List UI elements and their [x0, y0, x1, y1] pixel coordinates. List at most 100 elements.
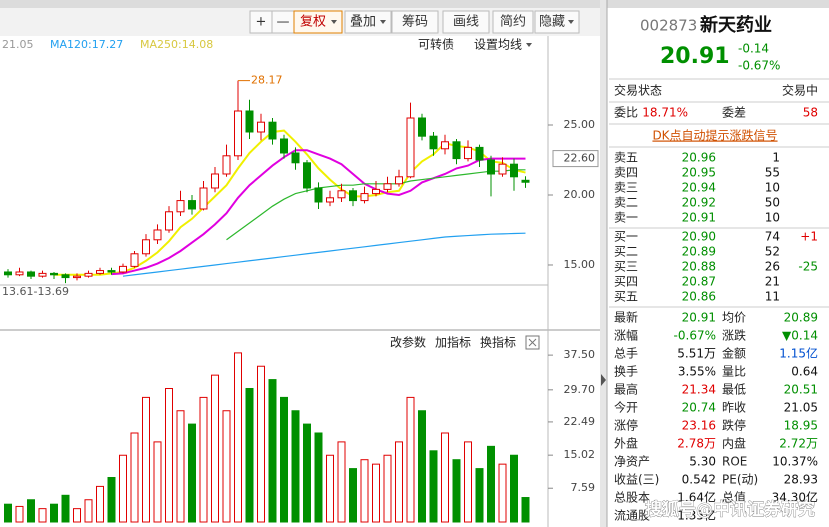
- stat-label: 最新: [614, 310, 638, 325]
- volume-bar: [395, 441, 403, 523]
- y-tick-label: 37.50: [564, 348, 596, 361]
- book-volume: 1: [772, 151, 780, 165]
- volume-bar: [38, 508, 47, 523]
- candle-body: [395, 176, 403, 185]
- volume-bar: [165, 387, 173, 523]
- ratio-label: 委比: [614, 106, 638, 120]
- volume-bar: [234, 352, 242, 523]
- toolbar-button[interactable]: [293, 10, 343, 34]
- book-volume: 74: [765, 230, 780, 244]
- stat-value: 1.15亿: [779, 346, 818, 361]
- volume-bar: [199, 396, 208, 523]
- close-x: [528, 338, 537, 347]
- ma-line: [226, 169, 526, 241]
- chart-tool[interactable]: 改参数: [390, 335, 426, 350]
- book-volume: 10: [765, 181, 780, 195]
- book-price: 20.86: [682, 290, 716, 304]
- chart-tool[interactable]: 加指标: [435, 335, 471, 350]
- stat-label: 流通股: [614, 509, 650, 523]
- toolbar-button[interactable]: [391, 10, 439, 34]
- candle-body: [84, 272, 93, 277]
- candle-body: [280, 138, 288, 154]
- candle-body: [96, 270, 104, 274]
- volume-bar: [257, 365, 265, 523]
- book-volume: 21: [765, 275, 780, 289]
- stat-value: -0.67%: [674, 329, 716, 343]
- book-change: -25: [798, 260, 818, 274]
- volume-bar: [176, 410, 185, 523]
- book-price: 20.92: [682, 196, 716, 210]
- candle-body: [464, 146, 472, 160]
- chart-tool[interactable]: 换指标: [480, 335, 516, 350]
- candle-body: [107, 270, 116, 273]
- candle-body: [50, 272, 58, 276]
- toolbar-label: 复权: [300, 14, 326, 30]
- stat-value: 1.64亿: [677, 490, 716, 505]
- candle-body: [349, 190, 357, 202]
- stat-label: 最高: [614, 382, 638, 397]
- volume-bar: [349, 468, 357, 523]
- toolbar-button[interactable]: [442, 10, 490, 34]
- y-tick-label: 22.49: [564, 415, 596, 428]
- book-label: 卖四: [614, 166, 638, 180]
- toolbar-label: 简约: [500, 14, 526, 30]
- volume-bar: [498, 463, 507, 523]
- dropdown-arrow: [331, 20, 337, 24]
- close-box[interactable]: [525, 335, 540, 350]
- volume-bar: [15, 505, 24, 523]
- diff-label: 委差: [722, 106, 746, 120]
- ma-legend: 21.05: [2, 38, 34, 51]
- toolbar-label: 筹码: [402, 14, 428, 30]
- y-tick-label: 20.00: [564, 188, 596, 201]
- toolbar-button[interactable]: [534, 10, 580, 34]
- candle-body: [383, 183, 392, 190]
- stat-label: 涨停: [614, 418, 638, 433]
- stat-value: 5.30: [689, 455, 716, 469]
- book-label: 买一: [614, 230, 638, 244]
- volume-bar: [418, 410, 426, 523]
- diff-value: 58: [803, 106, 818, 120]
- toolbar-button[interactable]: [492, 10, 534, 34]
- stat-label: 换手: [614, 365, 638, 379]
- stat-label: 涨幅: [614, 328, 638, 343]
- volume-bar: [291, 410, 300, 523]
- chart-tool[interactable]: 可转债: [418, 37, 454, 52]
- ma-line: [111, 149, 526, 276]
- candle-body: [406, 117, 415, 178]
- stat-value: 20.51: [784, 383, 818, 397]
- toolbar-label: 画线: [453, 15, 479, 30]
- toolbar-label: 叠加: [350, 15, 376, 30]
- book-change: +1: [800, 230, 818, 244]
- toolbar-button[interactable]: [344, 10, 392, 34]
- volume-bar: [130, 432, 139, 523]
- stat-label: ROE: [722, 455, 747, 469]
- stat-label: 收益(三): [614, 473, 659, 487]
- status-value: 交易中: [782, 83, 818, 98]
- stat-value: ▼0.14: [782, 329, 818, 343]
- toolbar-label: 隐藏: [539, 15, 565, 30]
- candle-body: [487, 159, 495, 175]
- candle-body: [73, 275, 81, 279]
- stat-label: PE(动): [722, 473, 758, 487]
- book-price: 20.95: [682, 166, 716, 180]
- candle-body: [188, 200, 196, 210]
- book-volume: 52: [765, 245, 780, 259]
- volume-bar: [61, 494, 70, 523]
- toolbar-label: +: [256, 15, 267, 30]
- book-price: 20.89: [682, 245, 716, 259]
- stat-value: 20.89: [784, 311, 818, 325]
- chart-tool[interactable]: 设置均线: [474, 38, 522, 52]
- volume-bar: [211, 374, 219, 523]
- last-price: 20.91: [660, 44, 730, 69]
- book-price: 20.90: [682, 230, 716, 244]
- volume-bar: [222, 410, 231, 523]
- collapse-tab[interactable]: [601, 374, 606, 386]
- signal-link[interactable]: DK点自动提示涨跌信号: [652, 128, 777, 143]
- volume-bar: [314, 432, 323, 523]
- ma-legend: MA250:14.08: [140, 38, 213, 51]
- stat-label: 总股本: [614, 491, 650, 505]
- book-volume: 55: [765, 166, 780, 180]
- candle-body: [498, 163, 507, 175]
- volume-bar: [429, 450, 438, 523]
